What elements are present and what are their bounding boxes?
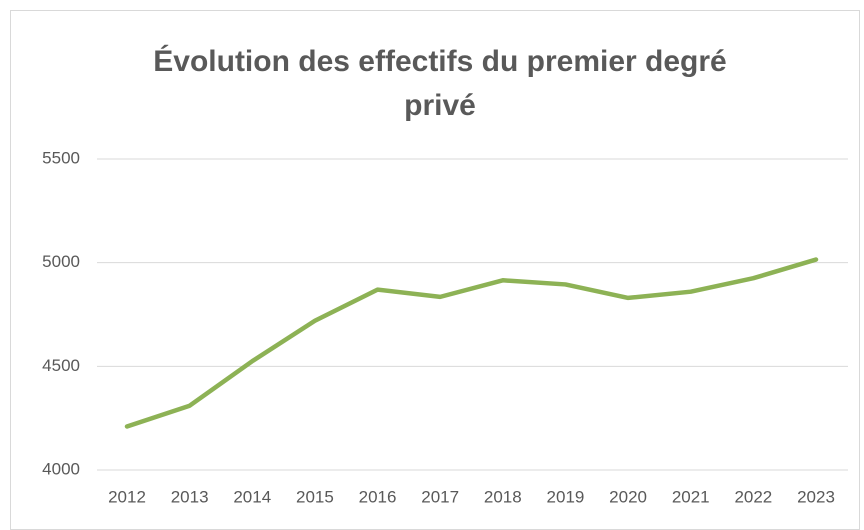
y-tick-label: 4500	[42, 356, 80, 375]
chart-title: Évolution des effectifs du premier degré…	[153, 45, 727, 122]
x-tick-label: 2013	[171, 487, 209, 506]
x-tick-label: 2018	[484, 487, 522, 506]
y-tick-label: 5000	[42, 252, 80, 271]
x-tick-label: 2023	[797, 487, 835, 506]
data-line	[124, 257, 819, 429]
x-tick-label: 2020	[609, 487, 647, 506]
x-tick-label: 2022	[734, 487, 772, 506]
x-tick-label: 2012	[108, 487, 146, 506]
x-tick-label: 2014	[233, 487, 271, 506]
x-tick-label: 2021	[672, 487, 710, 506]
y-tick-label: 5500	[42, 148, 80, 167]
x-tick-label: 2016	[359, 487, 397, 506]
x-tick-label: 2017	[421, 487, 459, 506]
x-tick-label: 2015	[296, 487, 334, 506]
y-tick-label: 4000	[42, 459, 80, 478]
x-tick-label: 2019	[547, 487, 585, 506]
